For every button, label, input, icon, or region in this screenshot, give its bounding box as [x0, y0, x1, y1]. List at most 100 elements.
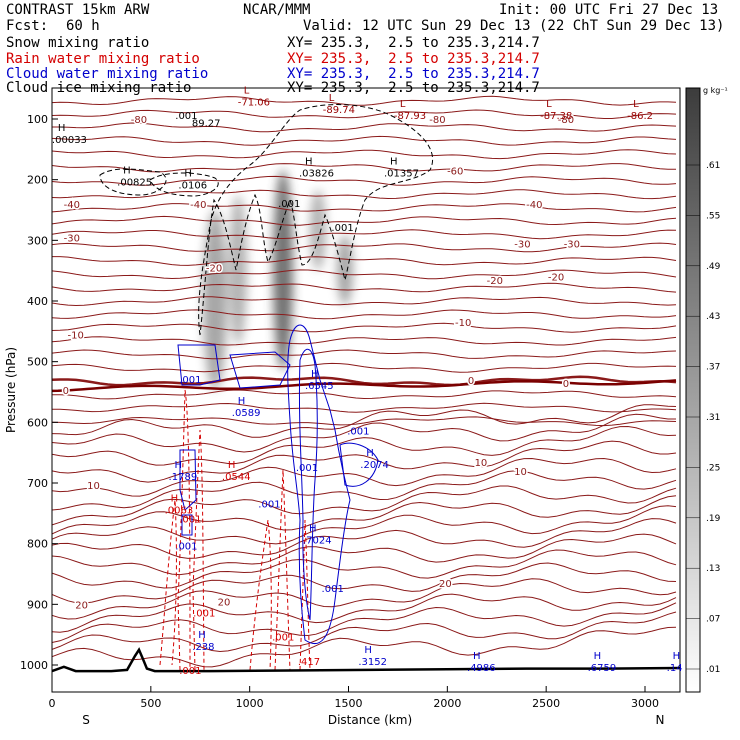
extremum-marker: H [171, 493, 179, 504]
isotherm [52, 404, 677, 438]
cloud-contour-4 [298, 348, 318, 621]
cloud-contour-5 [339, 442, 379, 487]
extremum-marker: H [309, 524, 317, 535]
isotherm [52, 269, 677, 280]
isotherm [52, 485, 677, 526]
contour-value-label: .001 [175, 111, 197, 122]
isotherm [52, 470, 677, 511]
isotherm-label: 20 [218, 597, 231, 608]
extremum-marker: H [198, 630, 206, 641]
isotherm-label: -20 [487, 276, 503, 287]
isotherm-label: -40 [190, 200, 206, 211]
extremum-value: -71.06 [238, 98, 270, 109]
isotherm [52, 626, 677, 668]
extremum-value: .0589 [232, 408, 261, 419]
isotherm [52, 189, 677, 200]
snow-plume-4 [310, 190, 326, 270]
extremum-value: .00825 [117, 178, 152, 189]
extremum-value: .00033 [52, 135, 87, 146]
x-tick-label: 500 [140, 697, 161, 710]
isotherm [52, 215, 677, 226]
isotherm [52, 122, 677, 133]
isotherm-label: 20 [439, 579, 452, 590]
isotherm [52, 457, 677, 497]
isotherm [52, 495, 677, 535]
org-label: NCAR/MMM [243, 2, 311, 18]
isotherm [52, 389, 677, 400]
extremum-value: -89.74 [323, 105, 355, 116]
colorbar-tick-label: .37 [706, 363, 720, 373]
isotherm-label: -30 [64, 233, 80, 244]
cloud-water-contours [177, 324, 379, 645]
extremum-marker: H [184, 169, 192, 180]
contour-value-label: .001 [278, 199, 300, 210]
valid-time: Valid: 12 UTC Sun 29 Dec 13 (22 ChT Sun … [303, 18, 725, 34]
snow-plume-5 [337, 235, 353, 305]
x-tick-label: 0 [49, 697, 56, 710]
isotherm-label: 0 [468, 376, 474, 387]
extremum-value: .6759 [588, 663, 617, 674]
cloud-contour-2 [229, 351, 291, 389]
y-tick-label: 800 [27, 538, 48, 551]
field-name-cloudwater: Cloud water mixing ratio [6, 66, 209, 82]
extremum-value: .2074 [360, 460, 389, 471]
extremum-value: .7024 [303, 536, 332, 547]
colorbar-tick-label: .01 [706, 665, 720, 675]
cloud-ice-contour [198, 104, 434, 336]
isotherm [52, 135, 677, 146]
isotherm [52, 95, 677, 106]
contour-value-label: .001 [179, 514, 201, 525]
isotherm [52, 296, 677, 307]
isotherm [52, 282, 677, 293]
isotherm [52, 402, 677, 413]
cloud-contour-6 [179, 449, 197, 511]
extremum-marker: L [329, 93, 335, 104]
isotherm-label: 20 [75, 600, 88, 611]
rain-contour-6 [159, 499, 177, 666]
colorbar-tick-label: .13 [706, 564, 720, 574]
field-name-snow: Snow mixing ratio [6, 35, 150, 51]
rain-contour-1 [177, 389, 191, 671]
y-tick-label: 200 [27, 174, 48, 187]
y-tick-label: 600 [27, 416, 48, 429]
extremum-value: .1789 [169, 472, 198, 483]
contour-value-label: .001 [347, 426, 369, 437]
extremum-marker: H [673, 651, 681, 662]
snow-plume-3 [273, 170, 293, 370]
init-time: Init: 00 UTC Fri 27 Dec 13 [499, 2, 719, 18]
extremum-value: .238 [192, 642, 214, 653]
y-tick-label: 100 [27, 113, 48, 126]
extremum-marker: H [364, 645, 372, 656]
extremum-value: -87.93 [394, 111, 426, 122]
extremum-marker: L [546, 99, 552, 110]
isotherm [52, 425, 677, 466]
extremum-value: .0106 [178, 181, 207, 192]
isotherm-label: -80 [558, 115, 574, 126]
isotherm [52, 440, 677, 483]
x-endpoint-right: N [656, 713, 665, 727]
extremum-value: .0063 [165, 505, 194, 516]
terrain-line [52, 647, 680, 673]
extremum-marker: H [311, 369, 319, 380]
extremum-value: .03826 [299, 169, 334, 180]
field-xy-cloudwater: XY= 235.3, 2.5 to 235.3,214.7 [287, 66, 540, 82]
contour-value-label: .417 [298, 657, 320, 668]
x-tick-label: 1000 [236, 697, 264, 710]
isotherm [52, 242, 677, 253]
isotherm-label: -40 [526, 200, 542, 211]
isotherm-label: -10 [455, 318, 471, 329]
extremum-marker: H [123, 166, 131, 177]
isotherm-label: -20 [206, 264, 222, 275]
plot-frame [51, 87, 681, 693]
isotherm [52, 533, 677, 576]
isotherm [52, 203, 677, 213]
cloud-contour-3 [287, 324, 351, 645]
isotherm [52, 322, 677, 333]
isotherm [52, 505, 677, 545]
x-tick-label: 2000 [433, 697, 461, 710]
isotherm-label: 0 [63, 386, 69, 397]
rain-contour-4 [274, 469, 291, 671]
isotherm-label: -20 [548, 273, 564, 284]
contour-value-label: .001 [258, 499, 280, 510]
isotherm [52, 109, 677, 119]
